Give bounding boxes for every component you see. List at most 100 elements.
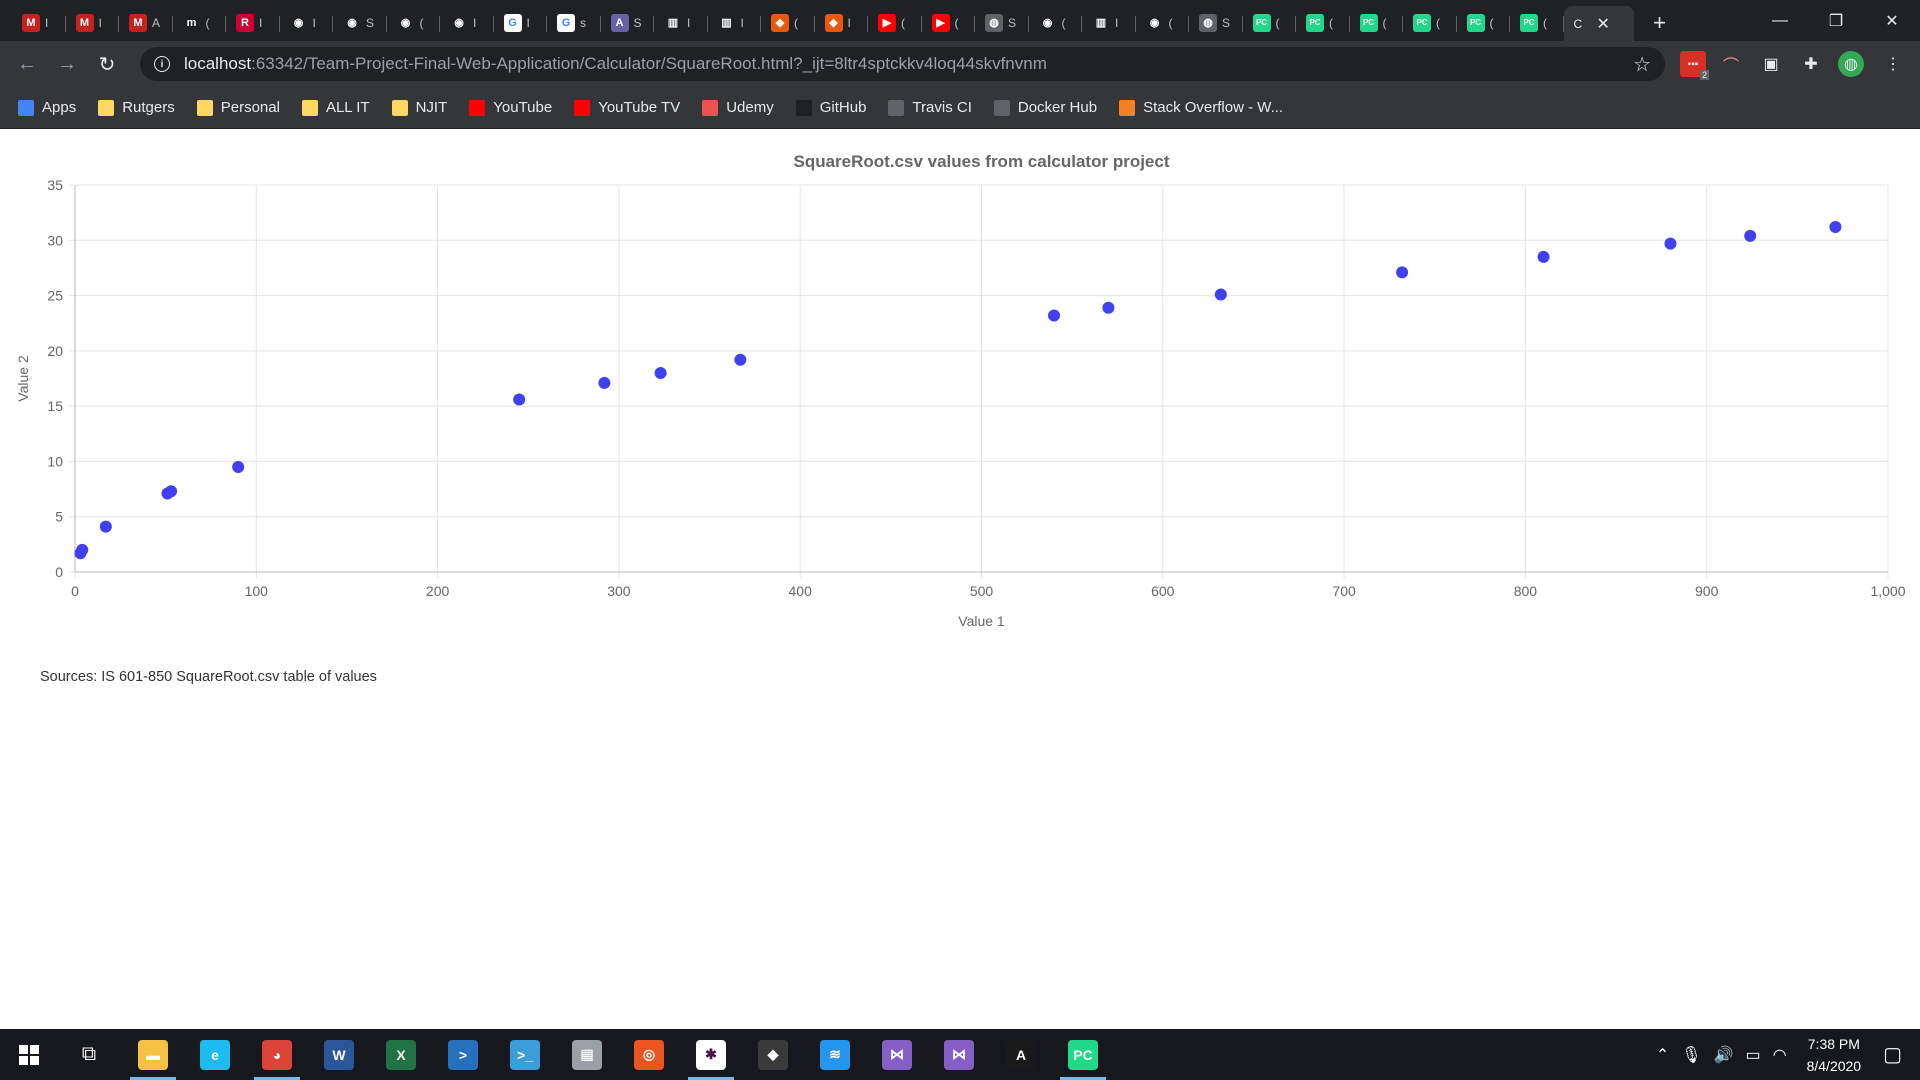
- task-view-button[interactable]: ⧉: [62, 1029, 116, 1080]
- browser-tab[interactable]: ◉ I: [440, 6, 494, 40]
- notification-icon[interactable]: ▢: [1883, 1044, 1902, 1066]
- tab-label: (: [1436, 15, 1440, 30]
- start-button[interactable]: [2, 1029, 56, 1080]
- browser-tab[interactable]: ▥ I: [654, 6, 708, 40]
- taskbar-app[interactable]: ✱: [684, 1029, 738, 1080]
- wifi-icon[interactable]: ◠: [1772, 1046, 1787, 1064]
- minimize-button[interactable]: —: [1772, 11, 1788, 29]
- close-tab-icon[interactable]: ✕: [1596, 16, 1610, 33]
- close-window-button[interactable]: ✕: [1885, 12, 1899, 30]
- browser-tab[interactable]: PC (: [1403, 6, 1457, 40]
- new-tab-button[interactable]: +: [1653, 9, 1666, 35]
- pycharm-icon: PC: [1068, 1039, 1098, 1070]
- browser-tab[interactable]: m(: [173, 6, 227, 40]
- bookmark-label: YouTube TV: [598, 99, 681, 116]
- browser-tab[interactable]: ◉ I: [280, 6, 334, 40]
- data-point: [1214, 288, 1227, 301]
- restore-button[interactable]: ❐: [1828, 12, 1844, 30]
- taskbar-app[interactable]: ◎: [622, 1029, 676, 1080]
- browser-tab[interactable]: ▥ I: [708, 6, 762, 40]
- extension-red-icon[interactable]: ▪▪▪ 2: [1680, 51, 1709, 80]
- browser-tab[interactable]: ◉(: [1029, 6, 1083, 40]
- taskbar-app[interactable]: >: [436, 1029, 490, 1080]
- taskbar-app[interactable]: ◕: [250, 1029, 304, 1080]
- taskbar-app[interactable]: ⋈: [932, 1029, 986, 1080]
- tab-label: I: [312, 15, 316, 30]
- browser-tab[interactable]: PC (: [1243, 6, 1297, 40]
- back-button[interactable]: ←: [17, 52, 37, 75]
- extensions-puzzle-icon[interactable]: ✚: [1804, 56, 1818, 73]
- url-text[interactable]: localhost:63342/Team-Project-Final-Web-A…: [184, 54, 1047, 74]
- chevron-up-icon[interactable]: ⌃: [1655, 1046, 1670, 1064]
- site-info-icon[interactable]: i: [154, 56, 170, 72]
- folder-icon: [196, 99, 213, 116]
- bookmark-item[interactable]: YouTube: [469, 99, 552, 116]
- taskbar-app[interactable]: ≋: [808, 1029, 862, 1080]
- forward-button[interactable]: →: [57, 52, 77, 75]
- bookmark-star-icon[interactable]: ☆: [1633, 54, 1651, 76]
- browser-tab[interactable]: ◍ S: [975, 6, 1029, 40]
- bookmark-item[interactable]: Udemy: [702, 99, 774, 116]
- globe-icon: [888, 99, 905, 116]
- browser-tab[interactable]: ▶(: [868, 6, 922, 40]
- taskbar-app[interactable]: ⋈: [870, 1029, 924, 1080]
- browser-tab[interactable]: ◉ S: [333, 6, 387, 40]
- taskbar-app[interactable]: e: [188, 1029, 242, 1080]
- browser-tab[interactable]: ◆(: [761, 6, 815, 40]
- pycharm-icon: PC: [1413, 13, 1431, 32]
- browser-tab[interactable]: ◉(: [387, 6, 441, 40]
- browser-tab[interactable]: ◉(: [1136, 6, 1190, 40]
- taskbar-app[interactable]: >_: [498, 1029, 552, 1080]
- microphone-icon[interactable]: 🎙: [1681, 1046, 1702, 1064]
- bookmark-item[interactable]: Docker Hub: [993, 99, 1097, 116]
- book-icon: ▥: [664, 13, 682, 32]
- browser-tab[interactable]: ◍ S: [1189, 6, 1243, 40]
- bookmark-item[interactable]: Rutgers: [98, 99, 175, 116]
- browser-tab[interactable]: PC (: [1350, 6, 1404, 40]
- bookmark-item[interactable]: YouTube TV: [574, 99, 680, 116]
- bookmark-item[interactable]: NJIT: [391, 99, 447, 116]
- taskbar-app[interactable]: ◆: [746, 1029, 800, 1080]
- browser-tab[interactable]: PC (: [1296, 6, 1350, 40]
- visual-studio-icon: ⋈: [944, 1039, 974, 1070]
- address-bar[interactable]: i localhost:63342/Team-Project-Final-Web…: [140, 47, 1665, 81]
- bookmark-item[interactable]: Apps: [18, 99, 76, 116]
- browser-tab[interactable]: ▥ I: [1082, 6, 1136, 40]
- extension-box-icon[interactable]: ▣: [1763, 56, 1779, 73]
- taskbar-app[interactable]: ▤: [560, 1029, 614, 1080]
- browser-tab[interactable]: ◆ I: [815, 6, 869, 40]
- bookmark-item[interactable]: GitHub: [795, 99, 866, 116]
- taskbar-app[interactable]: W: [312, 1029, 366, 1080]
- bookmark-item[interactable]: Travis CI: [888, 99, 972, 116]
- taskbar-app[interactable]: X: [374, 1029, 428, 1080]
- browser-tab[interactable]: ▶(: [922, 6, 976, 40]
- clock[interactable]: 7:38 PM 8/4/2020: [1807, 1033, 1862, 1077]
- data-point: [1396, 266, 1409, 279]
- volume-icon[interactable]: 🔊: [1713, 1046, 1734, 1064]
- battery-icon[interactable]: ▭: [1745, 1046, 1761, 1064]
- taskbar-app[interactable]: PC: [1056, 1029, 1110, 1080]
- profile-avatar[interactable]: ◍: [1838, 51, 1864, 77]
- slack-icon: ✱: [696, 1039, 726, 1070]
- extension-rainbow-icon[interactable]: ⌒: [1722, 58, 1739, 75]
- taskbar-app[interactable]: ▬: [126, 1029, 180, 1080]
- active-tab[interactable]: C ✕: [1563, 5, 1634, 43]
- reload-button[interactable]: ↻: [98, 53, 116, 76]
- browser-tab[interactable]: PC (: [1510, 6, 1564, 40]
- bookmark-item[interactable]: ALL IT: [301, 99, 370, 116]
- menu-kebab-icon[interactable]: ⋮: [1885, 56, 1901, 73]
- bookmark-item[interactable]: Stack Overflow - W...: [1119, 99, 1283, 116]
- browser-tab[interactable]: PC (: [1457, 6, 1511, 40]
- bookmark-item[interactable]: Personal: [196, 99, 280, 116]
- globe-icon: [993, 99, 1010, 116]
- taskbar-app[interactable]: A: [994, 1029, 1048, 1080]
- excel-icon: X: [386, 1039, 416, 1070]
- y-tick-label: 35: [47, 177, 63, 193]
